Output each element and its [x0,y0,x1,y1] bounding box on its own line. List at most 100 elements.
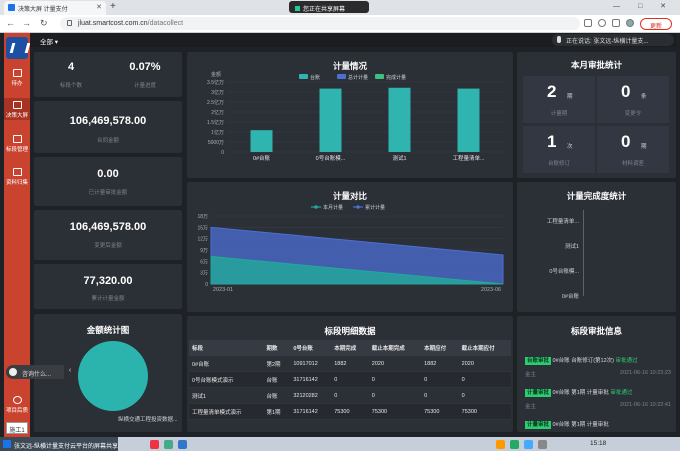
y-tick-label: 1亿万 [211,129,224,136]
taskbar-app-icon[interactable] [164,440,173,449]
sidepanel-icon[interactable] [612,19,620,27]
forward-icon[interactable]: → [22,18,31,28]
sidebar-item-label: 待办 [11,81,23,87]
taskbar-app-icon[interactable] [150,440,159,449]
tab-close-icon[interactable]: ✕ [96,4,102,11]
y-tick-label: 5000万 [208,140,224,146]
screen-share-banner[interactable]: 您正在共享屏幕 [289,1,369,13]
table-row[interactable]: 0号台账模式演示 台账 31716142 0 0 0 0 [189,371,511,388]
bar[interactable] [457,88,480,152]
browser-tab[interactable]: 决策大屏 计量支付 ✕ [4,1,106,15]
legend-swatch[interactable] [337,74,346,79]
monthly-stat-card[interactable]: 2 期计量期 [523,76,595,123]
reload-icon[interactable]: ↻ [40,18,48,28]
taskbar-clock: 15:18 [590,440,607,447]
y-tick-label: 3万 [200,271,208,277]
taskbar-window-item[interactable]: 张文远-纵横计量支付云平台的屏幕共享 [0,437,118,451]
profile-avatar-icon[interactable] [626,19,634,27]
update-button[interactable]: 更新 [640,18,672,30]
table-row[interactable]: 测试1 台账 32120282 0 0 0 0 [189,387,511,404]
sidebar-item-dashboard[interactable]: 决策大屏 [4,98,30,120]
taskbar-app-icon[interactable] [524,440,533,449]
back-icon[interactable]: ← [6,18,15,28]
table-header-cell[interactable]: 标段 [189,340,264,356]
share-page-icon[interactable] [584,19,592,27]
monthly-stat-value: 0 [621,132,631,151]
monthly-stat-unit: 次 [567,144,573,150]
bar[interactable] [319,88,342,152]
legend-swatch[interactable] [299,74,308,79]
monthly-stat-unit: 期 [641,144,647,150]
table-cell: 台账 [263,371,291,388]
x-tick-label: 工程量清单... [452,154,485,162]
table-header-cell[interactable]: 截止本期应付 [458,340,511,356]
gear-icon [12,396,22,404]
section-count-value: 4 [67,61,75,73]
stat-paid-panel: 0.00 已计量审批金额 [34,157,182,206]
monthly-stat-card[interactable]: 0 条变更令 [597,76,669,123]
star-icon[interactable] [598,19,606,27]
table-row[interactable]: 0#台账 第2期 10917012 1882 2020 1882 2020 [189,356,511,372]
amount-pie-chart[interactable] [78,341,148,411]
table-header-cell[interactable]: 本期完成 [331,340,369,356]
approval-item[interactable]: 计量审批 0#台账 第1期 计量审批 审批通过 金主 2021-06-16 10:2… [525,388,671,410]
table-header-cell[interactable]: 期数 [263,340,291,356]
x-tick-label: 2023-01 [213,287,233,293]
app-logo[interactable] [6,37,28,59]
collapse-chevron-icon[interactable]: ‹ [64,365,76,379]
table-cell: 75300 [458,403,511,420]
lock-icon [67,20,72,26]
taskbar-app-icon[interactable] [496,440,505,449]
area-series[interactable] [210,255,504,285]
tab-favicon-icon [8,4,15,11]
table-cell: 1882 [421,356,459,372]
new-tab-button[interactable]: + [110,1,116,12]
table-row[interactable]: 工程量清单模式演示 第1期 31716142 75300 75300 75300 75300 [189,403,511,420]
y-tick-label: 9万 [200,248,208,254]
chat-button[interactable]: 施工1 [6,422,28,434]
sidebar-item-settings[interactable]: 项目后质 [4,393,30,415]
amount-stats-title: 金额统计图 [86,325,130,335]
compare-chart-panel: 计量对比 本月计量 累计计量 0 3万 6万 9万 12万 15万 18万 2023-01 2023… [187,182,513,312]
y-tick-label: 0 [205,282,208,288]
y-axis-label: 金额 [211,71,221,78]
monthly-stat-card[interactable]: 1 次台账修订 [523,126,595,173]
monthly-stat-card[interactable]: 0 期材料调差 [597,126,669,173]
sidebar-item-sections[interactable]: 标段管理 [4,132,30,154]
approval-user: 金主 [525,372,537,378]
detail-table: 标段 期数 0号台账 本期完成 截止本期完成 本期应付 截止本期应付 0#台账 第2期 1091… [189,340,511,420]
sidebar-item-todo[interactable]: 待办 [4,66,30,88]
legend-swatch[interactable] [375,74,384,79]
approval-item[interactable]: 台账审批 0#台账 台账修订(第12次) 审批通过 金主 2021-06-16 10… [525,356,671,378]
consult-text: 咨询什么... [22,372,52,378]
measure-chart-title: 计量情况 [332,61,367,71]
taskbar-app-icon[interactable] [538,440,547,449]
approval-time: 2021-06-16 10:22:41 [619,402,671,408]
consult-widget[interactable]: 咨询什么... ‹ [6,365,76,379]
sidebar-item-label: 决策大屏 [5,113,28,119]
bar[interactable] [250,130,273,152]
sidebar-item-documents[interactable]: 资料归集 [4,165,30,187]
y-tick-label: 12万 [197,237,208,243]
url-field[interactable]: jluat.smartcost.com.cn/datacollect [60,17,580,30]
x-tick-label: 0号台账模... [316,154,346,162]
table-cell: 75300 [331,403,369,420]
sidebar-item-label: 资料归集 [5,180,28,186]
scope-dropdown[interactable]: 全部 ▾ [40,39,59,46]
table-header-cell[interactable]: 截止本期完成 [368,340,422,356]
compare-chart-title: 计量对比 [332,191,367,201]
table-header-cell[interactable]: 0号台账 [290,340,332,356]
approval-status: 审批通过 [615,358,638,364]
monthly-stat-label: 变更令 [624,111,642,117]
document-icon [12,168,22,176]
taskbar-app-icon[interactable] [510,440,519,449]
completion-axis [583,210,584,296]
table-cell: 75300 [421,403,459,420]
window-controls[interactable]: — □ ✕ [613,3,674,10]
monthly-stat-label: 台账修订 [547,161,570,167]
approval-item[interactable]: 计量审批 0#台账 第1期 计量审批 [525,420,671,432]
cumulative-amount-label: 累计计量金额 [91,296,125,302]
table-header-cell[interactable]: 本期应付 [421,340,459,356]
taskbar-app-icon[interactable] [178,440,187,449]
bar[interactable] [388,87,411,152]
